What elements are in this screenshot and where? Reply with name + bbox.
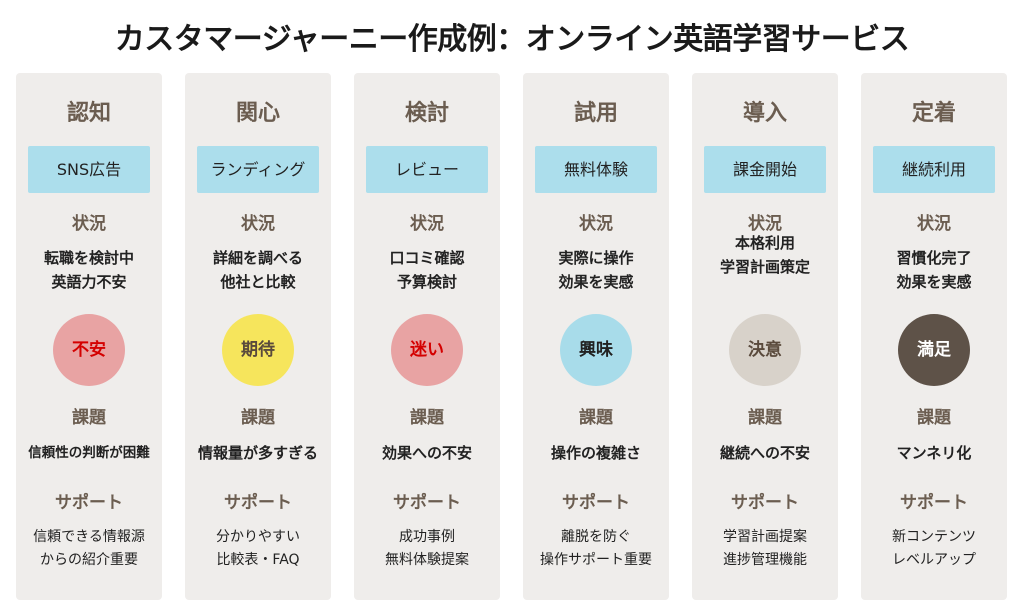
touchpoint-badge: SNS広告 bbox=[28, 146, 150, 193]
situation-label: 状況 bbox=[410, 214, 444, 234]
situation-label: 状況 bbox=[241, 214, 275, 234]
touchpoint-badge: ランディング bbox=[197, 146, 319, 193]
issue-label: 課題 bbox=[917, 408, 951, 428]
stage-name: 導入 bbox=[742, 101, 787, 126]
emotion-circle: 満足 bbox=[898, 314, 970, 386]
stage-column-4: 導入 課金開始 状況 本格利用 学習計画策定 決意 課題 継続への不安 サポート… bbox=[692, 73, 838, 600]
stage-column-0: 認知 SNS広告 状況 転職を検討中 英語力不安 不安 課題 信頼性の判断が困難… bbox=[16, 73, 162, 600]
support-label: サポート bbox=[224, 493, 292, 513]
stage-column-2: 検討 レビュー 状況 口コミ確認 予算検討 迷い 課題 効果への不安 サポート … bbox=[354, 73, 500, 600]
situation-text: 口コミ確認 予算検討 bbox=[389, 249, 465, 291]
support-label: サポート bbox=[55, 493, 123, 513]
situation-label: 状況 bbox=[748, 214, 782, 234]
emotion-circle: 期待 bbox=[222, 314, 294, 386]
support-text: 新コンテンツ レベルアップ bbox=[892, 529, 976, 568]
stage-name: 試用 bbox=[573, 101, 618, 126]
stage-name: 関心 bbox=[235, 101, 280, 126]
support-text: 信頼できる情報源 からの紹介重要 bbox=[33, 529, 145, 568]
support-text: 成功事例 無料体験提案 bbox=[385, 529, 469, 568]
emotion-circle: 不安 bbox=[53, 314, 125, 386]
stage-column-1: 関心 ランディング 状況 詳細を調べる 他社と比較 期待 課題 情報量が多すぎる… bbox=[185, 73, 331, 600]
support-text: 離脱を防ぐ 操作サポート重要 bbox=[540, 529, 652, 568]
issue-text: マンネリ化 bbox=[896, 444, 972, 462]
stage-name: 検討 bbox=[404, 101, 449, 126]
support-text: 分かりやすい 比較表・FAQ bbox=[216, 529, 300, 568]
situation-text: 習慣化完了 効果を実感 bbox=[896, 249, 972, 291]
issue-label: 課題 bbox=[410, 408, 444, 428]
issue-text: 効果への不安 bbox=[381, 444, 472, 462]
situation-label: 状況 bbox=[579, 214, 613, 234]
support-label: サポート bbox=[900, 493, 968, 513]
support-text: 学習計画提案 進捗管理機能 bbox=[723, 529, 807, 568]
issue-text: 継続への不安 bbox=[719, 444, 810, 462]
touchpoint-badge: 継続利用 bbox=[873, 146, 995, 193]
situation-text: 詳細を調べる 他社と比較 bbox=[212, 249, 303, 291]
issue-label: 課題 bbox=[748, 408, 782, 428]
issue-label: 課題 bbox=[72, 408, 106, 428]
support-label: サポート bbox=[393, 493, 461, 513]
emotion-circle: 興味 bbox=[560, 314, 632, 386]
emotion-circle: 決意 bbox=[729, 314, 801, 386]
issue-label: 課題 bbox=[241, 408, 275, 428]
issue-text: 信頼性の判断が困難 bbox=[28, 445, 150, 461]
situation-text: 実際に操作 効果を実感 bbox=[558, 249, 634, 291]
issue-text: 情報量が多すぎる bbox=[197, 444, 318, 462]
stage-column-3: 試用 無料体験 状況 実際に操作 効果を実感 興味 課題 操作の複雑さ サポート… bbox=[523, 73, 669, 600]
touchpoint-badge: レビュー bbox=[366, 146, 488, 193]
issue-text: 操作の複雑さ bbox=[550, 444, 641, 462]
stage-name: 認知 bbox=[66, 101, 111, 126]
situation-text: 転職を検討中 英語力不安 bbox=[43, 249, 134, 291]
support-label: サポート bbox=[562, 493, 630, 513]
stage-column-5: 定着 継続利用 状況 習慣化完了 効果を実感 満足 課題 マンネリ化 サポート … bbox=[861, 73, 1007, 600]
stage-name: 定着 bbox=[911, 101, 956, 126]
touchpoint-badge: 無料体験 bbox=[535, 146, 657, 193]
situation-label: 状況 bbox=[72, 214, 106, 234]
situation-label: 状況 bbox=[917, 214, 951, 234]
support-label: サポート bbox=[731, 493, 799, 513]
touchpoint-badge: 課金開始 bbox=[704, 146, 826, 193]
issue-label: 課題 bbox=[579, 408, 613, 428]
page-title: カスタマージャーニー作成例：オンライン英語学習サービス bbox=[114, 22, 910, 57]
situation-text: 本格利用 学習計画策定 bbox=[719, 234, 810, 276]
emotion-circle: 迷い bbox=[391, 314, 463, 386]
